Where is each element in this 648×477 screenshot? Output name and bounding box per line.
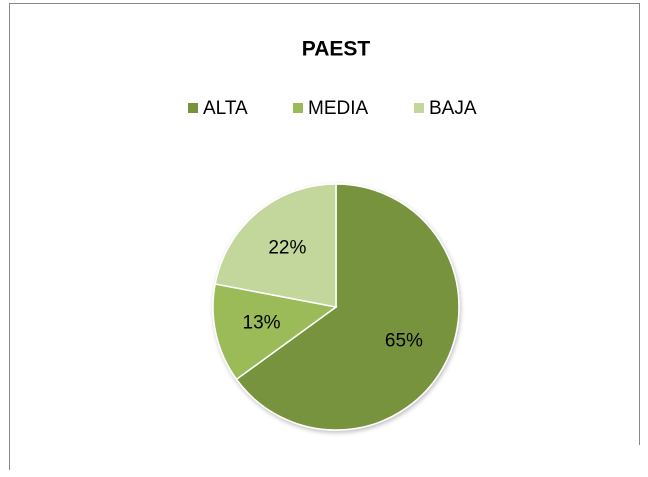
pie-slice [212, 283, 338, 381]
legend-label: MEDIA [308, 98, 369, 119]
legend-label: ALTA [203, 98, 248, 119]
legend-label: BAJA [429, 98, 477, 119]
data-label: 65% [385, 331, 423, 352]
legend-swatch [414, 103, 424, 113]
chart-frame [9, 3, 640, 470]
pie-slice [214, 183, 337, 308]
data-label: 22% [268, 237, 306, 258]
legend-swatch [188, 103, 198, 113]
chart-title: PAEST [302, 38, 371, 61]
data-label: 13% [243, 313, 281, 334]
pie-slice [235, 183, 460, 431]
pie [212, 183, 460, 431]
legend-swatch [293, 103, 303, 113]
